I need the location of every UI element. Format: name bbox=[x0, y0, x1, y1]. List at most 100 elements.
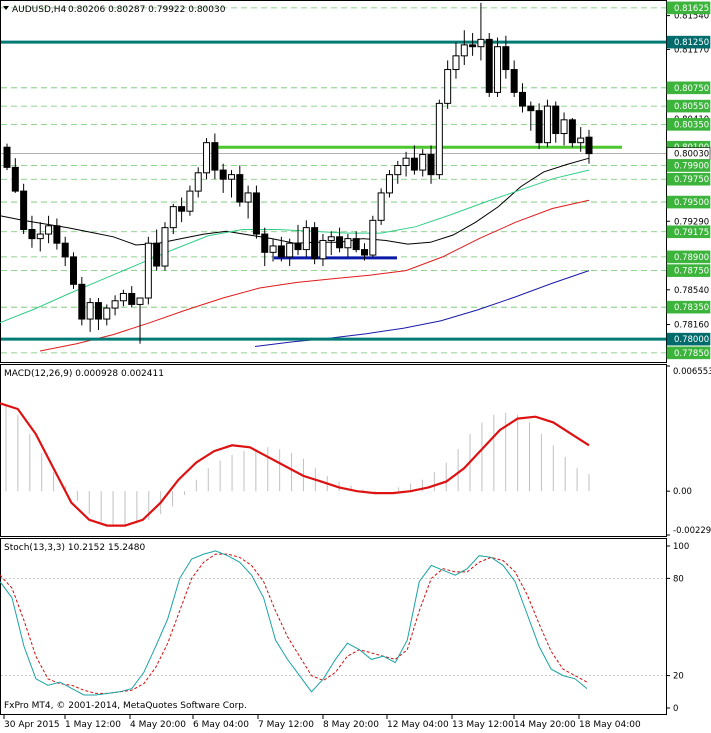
candle-bull bbox=[560, 119, 568, 135]
time-tick-label: 30 Apr 2015 bbox=[4, 720, 60, 730]
macd-tick-label: -0.002293 bbox=[673, 526, 711, 536]
candle-bull bbox=[377, 192, 385, 221]
symbol-label: AUDUSD,H4 bbox=[12, 5, 67, 15]
price-tag-label: 0.78900 bbox=[674, 253, 709, 263]
candle-bull bbox=[169, 206, 177, 229]
stoch-tick-label: 0 bbox=[673, 704, 678, 714]
macd-header: MACD(12,26,9) 0.000928 0.002411 bbox=[4, 369, 164, 379]
candle-bear bbox=[469, 44, 477, 48]
price-tag-label: 0.78750 bbox=[674, 267, 709, 277]
price-tag-label: 0.80550 bbox=[674, 102, 709, 112]
price-tag-box bbox=[666, 159, 711, 172]
candle-bear bbox=[311, 227, 319, 260]
candle-bull bbox=[460, 44, 468, 57]
time-tick-label: 7 May 12:00 bbox=[258, 720, 314, 730]
candle-bull bbox=[327, 236, 335, 241]
time-tick-label: 14 May 20:00 bbox=[514, 720, 576, 730]
candle-bear bbox=[261, 233, 269, 253]
price-tag-label: 0.79175 bbox=[674, 228, 709, 238]
stoch-header: Stoch(13,3,3) 10.2152 15.2480 bbox=[4, 543, 145, 553]
stoch-tick-label: 80 bbox=[673, 574, 684, 584]
candle-bull bbox=[136, 297, 144, 305]
candle-bull bbox=[186, 190, 194, 212]
ma-mid-line bbox=[0, 169, 590, 324]
candle-bear bbox=[252, 192, 260, 235]
candle-bull bbox=[203, 142, 211, 174]
stoch-main-line bbox=[0, 550, 588, 696]
candle-bear bbox=[219, 169, 227, 180]
candle-bull bbox=[103, 307, 111, 320]
stoch-panel-frame bbox=[0, 538, 667, 715]
candle-bull bbox=[244, 192, 252, 203]
candle-bear bbox=[510, 69, 518, 93]
key-levels bbox=[1, 40, 666, 341]
candle-bear bbox=[61, 242, 69, 258]
candle-bear bbox=[568, 119, 576, 144]
price-tick-label: 0.81540 bbox=[674, 12, 709, 22]
price-tag-box bbox=[666, 99, 711, 113]
candle-bull bbox=[111, 300, 119, 309]
candle-bear bbox=[277, 245, 285, 258]
stoch-plot: 100 80 20 0 bbox=[0, 542, 689, 714]
candle-bear bbox=[427, 154, 435, 176]
candle-bear bbox=[527, 105, 535, 112]
candle-bull bbox=[194, 172, 202, 192]
time-tick-label: 18 May 04:00 bbox=[579, 720, 641, 730]
price-grid-levels bbox=[1, 7, 666, 354]
candle-bull bbox=[286, 242, 294, 258]
candle-bull bbox=[385, 174, 393, 194]
price-tag-box bbox=[666, 300, 711, 314]
price-tag-label: 0.81625 bbox=[674, 4, 709, 14]
candle-bull bbox=[494, 46, 502, 93]
candle-bull bbox=[419, 154, 427, 171]
candle-bull bbox=[577, 137, 585, 144]
candle-bear bbox=[361, 249, 369, 256]
candle-bear bbox=[410, 157, 418, 171]
price-tag-label: 0.77850 bbox=[674, 349, 709, 359]
candle-bear bbox=[211, 142, 219, 171]
candle-bear bbox=[294, 242, 302, 251]
candle-bear bbox=[70, 256, 78, 285]
candle-bear bbox=[535, 110, 543, 144]
header-symbol-icon bbox=[3, 6, 9, 10]
price-tag-label: 0.81250 bbox=[674, 38, 709, 48]
price-tag-box bbox=[666, 332, 711, 346]
macd-panel-frame bbox=[0, 364, 667, 537]
time-tick-label: 12 May 04:00 bbox=[387, 720, 449, 730]
candle-bear bbox=[94, 302, 102, 320]
candlesticks bbox=[3, 2, 593, 344]
candle-bull bbox=[435, 102, 443, 176]
time-tick-label: 6 May 04:00 bbox=[193, 720, 249, 730]
candle-bear bbox=[53, 225, 61, 244]
macd-tick-label: 0.00 bbox=[673, 487, 692, 497]
candle-bull bbox=[402, 157, 410, 167]
price-tag-box bbox=[666, 250, 711, 264]
candle-bull bbox=[119, 292, 127, 302]
candle-bear bbox=[28, 228, 36, 240]
price-tag-box bbox=[666, 225, 711, 239]
stoch-signal-line bbox=[0, 553, 588, 694]
stoch-tick-label: 100 bbox=[673, 542, 689, 552]
price-tag-box bbox=[666, 195, 711, 209]
candle-bear bbox=[236, 174, 244, 203]
time-tick-label: 4 May 20:00 bbox=[130, 720, 186, 730]
candle-bear bbox=[585, 136, 593, 155]
candle-bull bbox=[319, 239, 327, 260]
time-tick-label: 13 May 12:00 bbox=[452, 720, 514, 730]
price-tag-box bbox=[666, 35, 711, 49]
candle-bear bbox=[11, 166, 19, 192]
candle-bear bbox=[128, 292, 136, 305]
time-tick-label: 8 May 20:00 bbox=[323, 720, 379, 730]
price-tick-label: 0.81170 bbox=[674, 45, 709, 55]
candle-bear bbox=[78, 283, 86, 320]
candle-bull bbox=[86, 302, 94, 320]
candle-bear bbox=[502, 46, 510, 71]
copyright-label: FxPro MT4, © 2001-2014, MetaQuotes Softw… bbox=[4, 701, 247, 711]
price-tag-box bbox=[666, 172, 711, 186]
candle-bull bbox=[369, 219, 377, 256]
price-tag-label: 0.80030 bbox=[674, 150, 709, 160]
price-tag-box bbox=[666, 346, 711, 360]
candle-bull bbox=[452, 55, 460, 71]
macd-plot: 0.006553 0.00 -0.002293 bbox=[0, 365, 711, 536]
